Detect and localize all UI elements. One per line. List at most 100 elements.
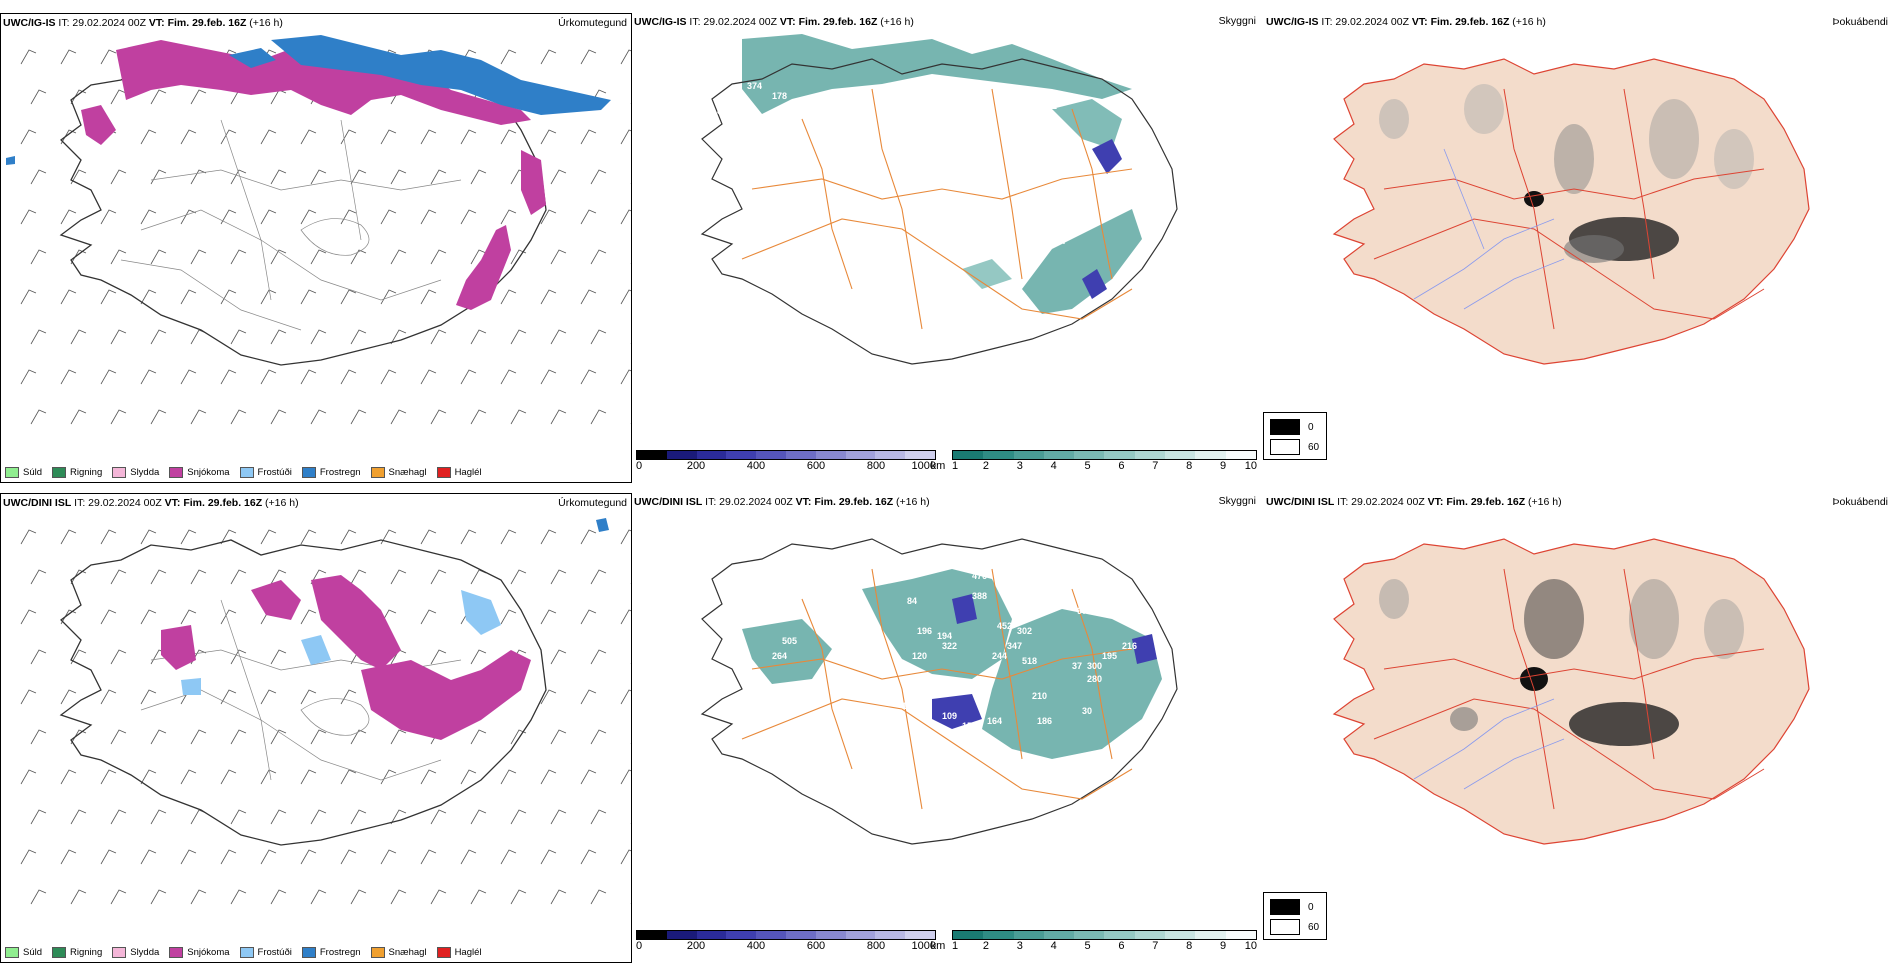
model-name: UWC/DINI ISL bbox=[634, 496, 703, 508]
valid-time: Fim. 29.feb. 16Z bbox=[798, 16, 878, 28]
visibility-value-label: 210 bbox=[1032, 691, 1047, 701]
wind-barb bbox=[470, 329, 487, 345]
wind-barb bbox=[230, 809, 247, 825]
wind-barb bbox=[230, 889, 247, 905]
wind-barb bbox=[390, 329, 407, 345]
colorbar-tick: 5 bbox=[1084, 940, 1091, 952]
legend-label: Haglél bbox=[454, 947, 482, 958]
wind-barb bbox=[180, 609, 197, 625]
wind-barb bbox=[420, 769, 437, 785]
wind-barb bbox=[70, 329, 87, 345]
wind-barb bbox=[230, 729, 247, 745]
wind-barb bbox=[500, 49, 517, 65]
wind-barb bbox=[70, 89, 87, 105]
wind-barb bbox=[390, 809, 407, 825]
wind-barb bbox=[230, 649, 247, 665]
wind-barb bbox=[500, 369, 517, 385]
wind-barb bbox=[300, 769, 317, 785]
wind-barb bbox=[390, 729, 407, 745]
colorbar-tick: 600 bbox=[806, 460, 826, 472]
wind-barb bbox=[550, 889, 567, 905]
visibility-value-label: 152 bbox=[962, 721, 977, 731]
wind-barb bbox=[30, 249, 47, 265]
fog-panel-dini: UWC/DINI ISL IT: 29.02.2024 00Z VT: Fim.… bbox=[1264, 493, 1896, 963]
wind-barb bbox=[30, 89, 47, 105]
wind-barb bbox=[620, 609, 631, 625]
wind-barb bbox=[270, 729, 287, 745]
legend-swatch bbox=[436, 467, 451, 478]
wind-barb bbox=[140, 529, 157, 545]
wind-barb bbox=[180, 129, 197, 145]
colorbar-cell bbox=[1195, 931, 1226, 939]
colorbar-tick: 1000 bbox=[911, 460, 936, 472]
wind-barb bbox=[470, 249, 487, 265]
legend-swatch bbox=[370, 947, 385, 958]
init-time: IT: 29.02.2024 00Z bbox=[1321, 16, 1409, 28]
wind-barb bbox=[350, 809, 367, 825]
wind-barb bbox=[500, 129, 517, 145]
wind-barb bbox=[390, 409, 407, 425]
visibility-value-label: 216 bbox=[1122, 641, 1137, 651]
wind-barb bbox=[620, 689, 631, 705]
wind-barb bbox=[270, 329, 287, 345]
colorbar-tick: 5 bbox=[1084, 460, 1091, 472]
colorbar-tick: 0 bbox=[636, 460, 643, 472]
panel-title: Skyggni bbox=[1218, 15, 1256, 27]
panel-header: UWC/IG-IS IT: 29.02.2024 00Z VT: Fim. 29… bbox=[634, 16, 914, 28]
visibility-panel-ig: UWC/IG-IS IT: 29.02.2024 00Z VT: Fim. 29… bbox=[632, 13, 1264, 483]
wind-barb bbox=[70, 249, 87, 265]
visibility-value-label: 518 bbox=[1022, 656, 1037, 666]
wind-barb bbox=[420, 209, 437, 225]
wind-barb bbox=[140, 209, 157, 225]
wind-barb bbox=[30, 329, 47, 345]
visibility-value-label: 164 bbox=[987, 716, 1002, 726]
iceland-coastline bbox=[700, 538, 1178, 845]
legend-item: Haglél bbox=[436, 467, 482, 478]
colorbar-cell bbox=[1104, 931, 1135, 939]
wind-barb bbox=[140, 129, 157, 145]
fog-legend-label: 0 bbox=[1308, 421, 1314, 433]
visibility-panel-dini: UWC/DINI ISL IT: 29.02.2024 00Z VT: Fim.… bbox=[632, 493, 1264, 963]
wind-barb bbox=[60, 369, 77, 385]
wind-barb bbox=[270, 409, 287, 425]
wind-barb bbox=[510, 249, 527, 265]
colorbar-tick: 800 bbox=[866, 460, 886, 472]
wind-barb bbox=[540, 849, 557, 865]
visibility-value-label: 782 bbox=[1042, 101, 1057, 111]
wind-barb bbox=[350, 409, 367, 425]
wind-barb bbox=[540, 609, 557, 625]
vt-label: VT: bbox=[148, 17, 165, 29]
legend-label: Snjókoma bbox=[187, 467, 230, 478]
legend-swatch bbox=[301, 947, 316, 958]
legend-label: Haglél bbox=[454, 467, 482, 478]
wind-barb bbox=[540, 289, 557, 305]
wind-barb bbox=[30, 409, 47, 425]
colorbar-cell bbox=[845, 451, 876, 459]
legend-label: Frostúði bbox=[257, 947, 292, 958]
wind-barb bbox=[430, 249, 447, 265]
visibility-value-label: 322 bbox=[942, 641, 957, 651]
wind-barb bbox=[540, 769, 557, 785]
wind-barb bbox=[350, 569, 367, 585]
fog-panel-ig: UWC/IG-IS IT: 29.02.2024 00Z VT: Fim. 29… bbox=[1264, 13, 1896, 483]
precip-panel-dini: UWC/DINI ISL IT: 29.02.2024 00Z VT: Fim.… bbox=[0, 493, 632, 963]
valid-time: Fim. 29.feb. 16Z bbox=[167, 17, 247, 29]
wind-barb bbox=[60, 529, 77, 545]
wind-barb bbox=[620, 769, 631, 785]
wind-barb bbox=[70, 889, 87, 905]
wind-barb bbox=[300, 609, 317, 625]
visibility-value-label: 280 bbox=[1087, 674, 1102, 684]
wind-barb bbox=[580, 289, 597, 305]
visibility-value-label: 186 bbox=[1037, 716, 1052, 726]
fog-map bbox=[1332, 538, 1810, 845]
wind-barb bbox=[150, 409, 167, 425]
wind-barb bbox=[70, 569, 87, 585]
wind-barb bbox=[550, 169, 567, 185]
legend-item: Rigning bbox=[52, 467, 102, 478]
wind-barb bbox=[380, 209, 397, 225]
visibility-value-label: 347 bbox=[1007, 641, 1022, 651]
wind-barb bbox=[110, 249, 127, 265]
precip-areas bbox=[161, 518, 609, 740]
visibility-areas bbox=[742, 34, 1142, 314]
